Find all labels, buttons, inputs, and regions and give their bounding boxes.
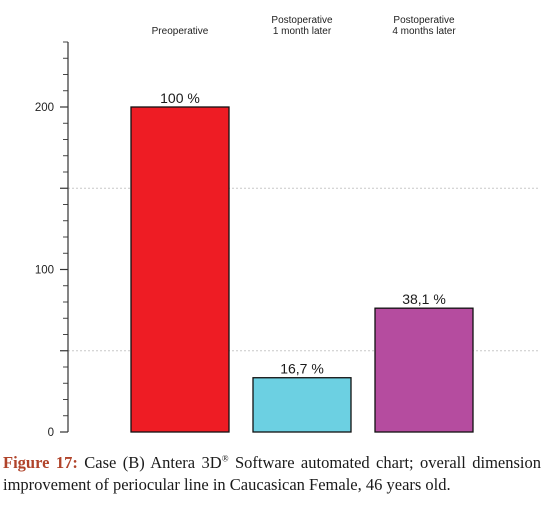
- data-labels: 100 % 16,7 % 38,1 %: [160, 90, 446, 377]
- category-label: 4 months later: [392, 26, 456, 37]
- y-tick-label: 100: [35, 265, 54, 277]
- data-label: 38,1 %: [402, 291, 446, 307]
- category-label: Postoperative: [271, 15, 333, 26]
- registered-mark: ®: [221, 453, 229, 464]
- data-label: 16,7 %: [280, 361, 324, 377]
- bar: [374, 307, 474, 433]
- bar: [130, 106, 230, 433]
- y-tick-label: 0: [48, 427, 54, 439]
- caption-text-start: Case (B) Antera 3D: [77, 453, 222, 472]
- y-tick-label: 200: [35, 102, 54, 114]
- category-label: Postoperative: [393, 15, 455, 26]
- data-label: 100 %: [160, 90, 200, 106]
- category-label: Preoperative: [152, 26, 209, 37]
- bar-chart: 0 100 200 100 % 16,7 % 38,1 % Preoperative Po…: [35, 15, 540, 439]
- y-axis: 0 100 200: [35, 41, 69, 439]
- category-label: 1 month later: [273, 26, 332, 37]
- bars: [130, 106, 474, 433]
- figure-label: Figure 17:: [3, 453, 78, 472]
- caption-text-end: Software automated chart; overall dimens…: [3, 453, 541, 494]
- figure-caption: Figure 17: Case (B) Antera 3D® Software …: [3, 452, 541, 496]
- bar: [252, 377, 352, 433]
